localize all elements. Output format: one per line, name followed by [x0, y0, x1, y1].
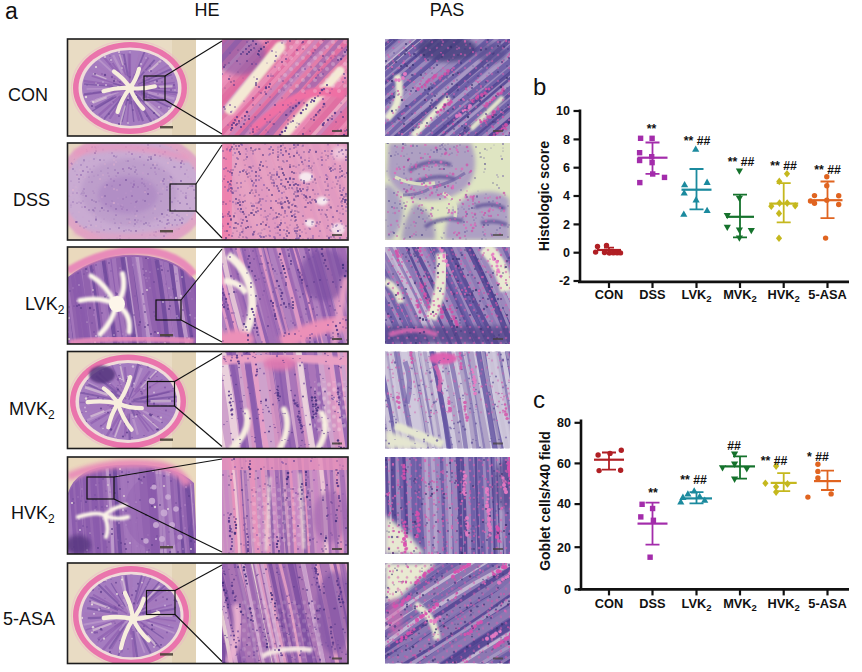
- svg-text:Histologic score: Histologic score: [536, 141, 552, 251]
- svg-text:* ##: * ##: [807, 450, 829, 464]
- svg-text:5-ASA: 5-ASA: [808, 596, 846, 611]
- svg-text:b: b: [533, 73, 546, 100]
- svg-text:** ##: ** ##: [770, 159, 797, 173]
- svg-text:5-ASA: 5-ASA: [808, 287, 846, 302]
- svg-text:**: **: [647, 122, 657, 136]
- svg-text:-2: -2: [559, 274, 570, 288]
- svg-text:Goblet cells/×40 field: Goblet cells/×40 field: [537, 431, 553, 571]
- svg-text:20: 20: [557, 541, 571, 555]
- svg-text:60: 60: [557, 457, 571, 471]
- svg-text:** ##: ** ##: [814, 163, 841, 177]
- svg-text:** ##: ** ##: [728, 155, 755, 169]
- svg-text:HE: HE: [194, 0, 219, 20]
- svg-text:0: 0: [563, 246, 570, 260]
- svg-text:##: ##: [727, 439, 741, 453]
- svg-text:**: **: [648, 486, 658, 500]
- svg-text:40: 40: [557, 497, 571, 511]
- svg-text:5-ASA: 5-ASA: [3, 609, 55, 629]
- svg-text:PAS: PAS: [430, 0, 465, 20]
- svg-text:a: a: [5, 0, 18, 24]
- svg-text:** ##: ** ##: [680, 473, 707, 487]
- svg-text:CON: CON: [595, 287, 623, 302]
- svg-text:c: c: [533, 386, 545, 413]
- svg-text:10: 10: [556, 104, 570, 118]
- svg-text:** ##: ** ##: [761, 454, 788, 468]
- svg-text:DSS: DSS: [639, 287, 666, 302]
- svg-text:CON: CON: [595, 596, 623, 611]
- svg-text:8: 8: [563, 133, 570, 147]
- svg-text:DSS: DSS: [13, 190, 50, 210]
- svg-text:6: 6: [563, 161, 570, 175]
- svg-text:80: 80: [557, 416, 571, 430]
- svg-text:DSS: DSS: [639, 596, 666, 611]
- svg-text:2: 2: [563, 218, 570, 232]
- svg-text:4: 4: [563, 189, 570, 203]
- svg-text:CON: CON: [8, 85, 48, 105]
- svg-text:0: 0: [564, 583, 571, 597]
- svg-text:** ##: ** ##: [684, 134, 711, 148]
